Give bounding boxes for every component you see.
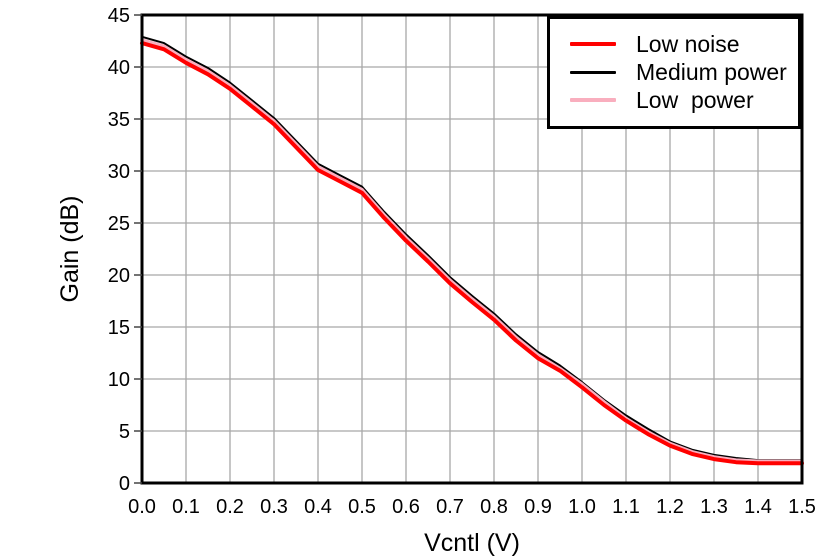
y-tick-label: 10 [108,369,130,391]
x-tick-label: 1.2 [656,496,684,518]
x-axis-title: Vcntl (V) [424,529,520,557]
series-lines [140,35,804,466]
x-tick-label: 0.5 [348,496,376,518]
x-tick-label: 1.5 [788,496,816,518]
legend-item-low-power: Low power [550,86,798,114]
tick-labels: 0.0 0.1 0.2 0.3 0.4 0.5 0.6 0.7 0.8 0.9 1.0 1.1 1.2 1… [108,5,816,518]
x-tick-label: 0.2 [216,496,244,518]
series-line-medium-power [141,35,803,462]
x-tick-label: 1.1 [612,496,640,518]
x-tick-label: 0.9 [524,496,552,518]
y-tick-label: 0 [119,473,130,495]
legend-item-low-noise: Low noise [550,30,798,58]
y-tick-label: 25 [108,213,130,235]
legend-label-low-noise: Low noise [636,31,740,57]
y-tick-label: 15 [108,317,130,339]
legend: Low noise Medium power Low power [547,16,801,129]
x-tick-label: 0.6 [392,496,420,518]
y-tick-label: 35 [108,109,130,131]
legend-label-low-power: Low power [636,87,754,113]
plot-border [140,13,804,485]
x-tick-label: 1.0 [568,496,596,518]
y-tick-label: 45 [108,5,130,27]
x-tick-label: 0.1 [172,496,200,518]
y-tick-label: 40 [108,57,130,79]
y-tick-label: 30 [108,161,130,183]
x-tick-label: 0.3 [260,496,288,518]
axis-ticks [134,14,142,484]
legend-label-medium-power: Medium power [636,59,787,85]
x-tick-label: 0.4 [304,496,332,518]
y-tick-label: 5 [119,421,130,443]
x-tick-label: 1.4 [744,496,772,518]
x-tick-label: 0.8 [480,496,508,518]
series-line-low-noise [140,41,804,466]
legend-swatch-medium-power [570,70,616,74]
x-tick-label: 0.7 [436,496,464,518]
x-tick-label: 0.0 [128,496,156,518]
legend-item-medium-power: Medium power [550,58,798,86]
y-axis-title: Gain (dB) [56,196,84,303]
legend-swatch-low-noise [570,42,616,46]
y-tick-label: 20 [108,265,130,287]
x-tick-label: 1.3 [700,496,728,518]
legend-swatch-low-power [570,98,616,102]
